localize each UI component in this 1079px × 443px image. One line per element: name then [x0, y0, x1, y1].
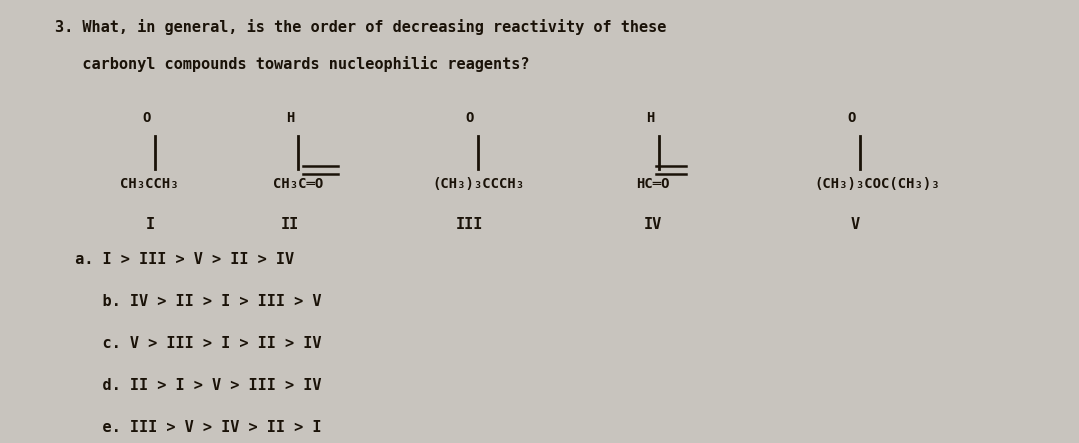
Text: carbonyl compounds towards nucleophilic reagents?: carbonyl compounds towards nucleophilic … — [55, 56, 530, 72]
Text: H: H — [286, 111, 293, 124]
Text: H: H — [646, 111, 655, 124]
Text: O: O — [142, 111, 151, 124]
Text: HC═O: HC═O — [637, 178, 670, 191]
Text: c. V > III > I > II > IV: c. V > III > I > II > IV — [66, 336, 322, 351]
Text: e. III > V > IV > II > I: e. III > V > IV > II > I — [66, 420, 322, 435]
Text: b. IV > II > I > III > V: b. IV > II > I > III > V — [66, 294, 322, 309]
Text: IV: IV — [643, 217, 661, 232]
Text: a. I > III > V > II > IV: a. I > III > V > II > IV — [66, 253, 295, 267]
Text: III: III — [455, 217, 483, 232]
Text: CH₃CCH₃: CH₃CCH₃ — [120, 178, 178, 191]
Text: V: V — [850, 217, 859, 232]
Text: O: O — [465, 111, 474, 124]
Text: 3. What, in general, is the order of decreasing reactivity of these: 3. What, in general, is the order of dec… — [55, 19, 667, 35]
Text: (CH₃)₃CCCH₃: (CH₃)₃CCCH₃ — [432, 178, 524, 191]
Text: II: II — [281, 217, 299, 232]
Text: I: I — [146, 217, 154, 232]
Text: (CH₃)₃COC(CH₃)₃: (CH₃)₃COC(CH₃)₃ — [814, 178, 940, 191]
Text: CH₃C═O: CH₃C═O — [273, 178, 323, 191]
Text: O: O — [847, 111, 856, 124]
Text: d. II > I > V > III > IV: d. II > I > V > III > IV — [66, 378, 322, 393]
